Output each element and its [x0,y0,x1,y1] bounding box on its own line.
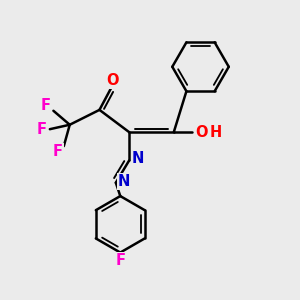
Text: F: F [53,144,63,159]
Text: N: N [132,152,144,166]
Text: O: O [106,73,119,88]
Text: O: O [195,125,208,140]
Text: H: H [209,125,221,140]
Text: N: N [118,174,130,189]
Text: F: F [41,98,51,113]
Text: F: F [37,122,46,137]
Text: F: F [115,254,125,268]
